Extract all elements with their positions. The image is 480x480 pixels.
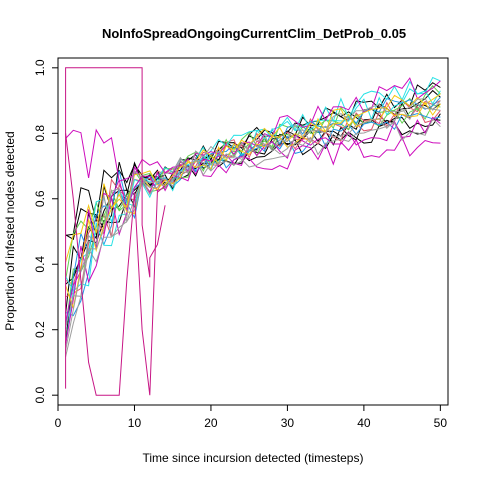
series-line-run-16: [65, 116, 441, 322]
x-tick-label: 50: [434, 416, 448, 430]
x-tick-label: 30: [281, 416, 295, 430]
x-tick-label: 10: [128, 416, 142, 430]
x-axis: 0 10 20 30 40 50: [55, 404, 448, 430]
series-line-run-7: [65, 99, 441, 286]
series-line-run-21: [65, 98, 441, 357]
series-line-run-5: [65, 89, 441, 241]
y-tick-label: 1.0: [33, 59, 47, 76]
y-axis-label: Proportion of infested nodes detected: [3, 131, 17, 330]
series-line-run-18: [65, 93, 441, 263]
x-axis-label: Time since incursion detected (timesteps…: [143, 451, 364, 465]
x-tick-label: 40: [357, 416, 371, 430]
series-line-run-8: [65, 104, 441, 330]
x-tick-label: 20: [204, 416, 218, 430]
series-line-run-step-magenta: [65, 67, 166, 389]
series-layer: [65, 67, 441, 396]
y-tick-label: 0.8: [33, 125, 47, 142]
x-tick-label: 0: [55, 416, 62, 430]
series-line-run-19: [65, 103, 441, 351]
y-tick-label: 0.2: [33, 321, 47, 338]
series-line-run-15: [65, 136, 441, 345]
y-tick-label: 0.4: [33, 256, 47, 273]
chart-title: NoInfoSpreadOngoingCurrentClim_DetProb_0…: [102, 26, 406, 41]
y-tick-label: 0.6: [33, 190, 47, 207]
y-tick-label: 0.0: [33, 387, 47, 404]
series-line-run-20: [65, 118, 441, 328]
series-line-run-dip-magenta: [65, 133, 166, 396]
y-axis: 0.0 0.2 0.4 0.6 0.8 1.0: [33, 59, 58, 404]
series-line-run-14: [65, 77, 441, 182]
